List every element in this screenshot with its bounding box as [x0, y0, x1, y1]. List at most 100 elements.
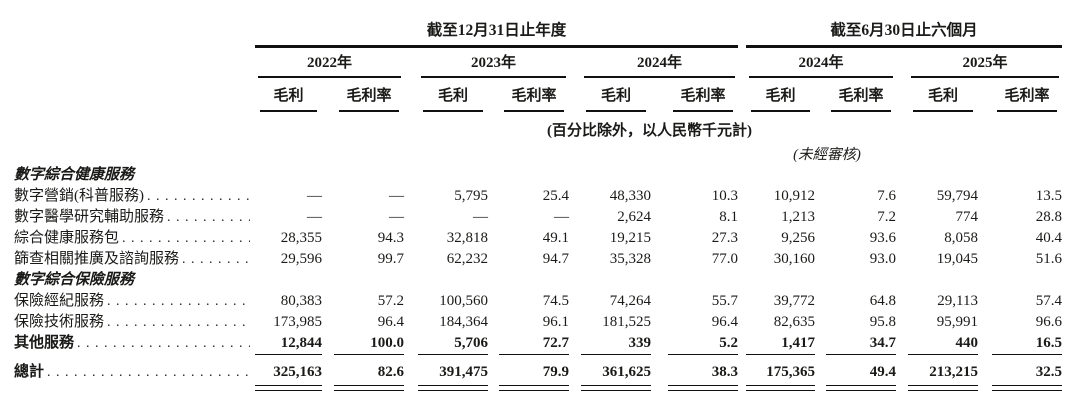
cell: 7.2: [877, 209, 896, 225]
cell: 94.7: [542, 251, 569, 267]
cell: 93.6: [869, 230, 896, 246]
cell: 100,560: [439, 293, 488, 309]
cell: 74.5: [542, 293, 569, 309]
cell: 28,355: [280, 230, 322, 246]
cell: 49.4: [826, 360, 896, 391]
table-row-digital-medical-research: 數字醫學研究輔助服務 — — — — 2,624 8.1 1,213 7.2 7…: [0, 207, 1080, 228]
column-header-gross-profit: 毛利: [913, 78, 973, 112]
cell: 9,256: [781, 230, 815, 246]
cell: 59,794: [936, 188, 978, 204]
row-label: 保險技術服務: [0, 312, 255, 333]
year-header-2024: 2024年: [584, 48, 735, 78]
cell: 30,160: [773, 251, 815, 267]
column-header-gross-profit: 毛利: [586, 78, 646, 112]
cell: —: [307, 209, 322, 225]
cell: 8.1: [719, 209, 738, 225]
cell: —: [473, 209, 488, 225]
cell: 94.3: [377, 230, 404, 246]
cell: 57.4: [1035, 293, 1062, 309]
table-body: 數字綜合健康服務 數字營銷(科普服務) — — 5,795 25.4 48,33…: [0, 165, 1080, 391]
cell: —: [389, 188, 404, 204]
row-label: 總計: [0, 360, 255, 386]
cell: 51.6: [1035, 251, 1062, 267]
cell: 19,215: [609, 230, 651, 246]
period-header-interim: 截至6月30日止六個月: [746, 22, 1062, 48]
column-header-gross-margin: 毛利率: [504, 78, 564, 112]
cell: 5.2: [668, 333, 738, 355]
dot-leader: [77, 333, 250, 354]
row-label: 篩查相關推廣及諮詢服務: [0, 249, 255, 270]
cell: 339: [581, 333, 651, 355]
cell: 5,706: [418, 333, 488, 355]
cell: 325,163: [255, 360, 322, 391]
cell: 28.8: [1035, 209, 1062, 225]
period-header-annual: 截至12月31日止年度: [255, 22, 738, 48]
row-label: 其他服務: [0, 333, 255, 355]
table-row-insurance-technology: 保險技術服務 173,985 96.4 184,364 96.1 181,525…: [0, 312, 1080, 333]
cell: 38.3: [668, 360, 738, 391]
cell: 12,844: [255, 333, 322, 355]
cell: 35,328: [609, 251, 651, 267]
dot-leader: [107, 291, 250, 312]
cell: 34.7: [826, 333, 896, 355]
row-label: 數字醫學研究輔助服務: [0, 207, 255, 228]
cell: 181,525: [602, 314, 651, 330]
cell: 95.8: [869, 314, 896, 330]
cell: 49.1: [542, 230, 569, 246]
table-row-other-services: 其他服務 12,844 100.0 5,706 72.7 339 5.2 1,4…: [0, 333, 1080, 355]
cell: 80,383: [280, 293, 322, 309]
cell: 2,624: [617, 209, 651, 225]
cell: 96.4: [711, 314, 738, 330]
column-header-gross-profit: 毛利: [751, 78, 810, 112]
column-header-gross-profit: 毛利: [423, 78, 483, 112]
section-label: 數字綜合健康服務: [14, 167, 135, 183]
cell: 1,417: [746, 333, 815, 355]
cell: 440: [908, 333, 978, 355]
cell: 99.7: [377, 251, 404, 267]
cell: 74,264: [609, 293, 651, 309]
cell: 100.0: [334, 333, 404, 355]
unaudited-note: (未經審核): [793, 147, 861, 163]
dot-leader: [47, 360, 250, 385]
cell: 55.7: [711, 293, 738, 309]
row-label: 綜合健康服務包: [0, 228, 255, 249]
dot-leader: [122, 228, 250, 249]
dot-leader: [167, 207, 250, 228]
dot-leader: [107, 312, 250, 333]
cell: —: [307, 188, 322, 204]
section-header-row-digital-insurance: 數字綜合保險服務: [0, 270, 1080, 291]
cell: 1,213: [781, 209, 815, 225]
cell: 96.6: [1035, 314, 1062, 330]
cell: 32.5: [992, 360, 1062, 391]
cell: 27.3: [711, 230, 738, 246]
cell: 175,365: [746, 360, 815, 391]
cell: 77.0: [711, 251, 738, 267]
cell: 19,045: [936, 251, 978, 267]
cell: 13.5: [1035, 188, 1062, 204]
column-header-gross-profit: 毛利: [260, 78, 317, 112]
table-row-insurance-brokerage: 保險經紀服務 80,383 57.2 100,560 74.5 74,264 5…: [0, 291, 1080, 312]
cell: 391,475: [418, 360, 488, 391]
year-header-row: 2022年 2023年 2024年 2024年 2025年: [0, 48, 1080, 78]
cell: 62,232: [446, 251, 488, 267]
cell: 173,985: [273, 314, 322, 330]
table-row-screening-promotion: 篩查相關推廣及諮詢服務 29,596 99.7 62,232 94.7 35,3…: [0, 249, 1080, 270]
cell: 7.6: [877, 188, 896, 204]
year-header-2025-interim: 2025年: [911, 48, 1059, 78]
cell: 64.8: [869, 293, 896, 309]
cell: 32,818: [446, 230, 488, 246]
row-label: 保險經紀服務: [0, 291, 255, 312]
cell: 361,625: [581, 360, 651, 391]
cell: 16.5: [992, 333, 1062, 355]
cell: 39,772: [773, 293, 815, 309]
table-row-health-service-package: 綜合健康服務包 28,355 94.3 32,818 49.1 19,215 2…: [0, 228, 1080, 249]
column-header-gross-margin: 毛利率: [339, 78, 399, 112]
cell: 40.4: [1035, 230, 1062, 246]
section-header-row-digital-health: 數字綜合健康服務: [0, 165, 1080, 186]
cell: —: [389, 209, 404, 225]
period-header-row: 截至12月31日止年度 截至6月30日止六個月: [0, 0, 1080, 48]
cell: 8,058: [944, 230, 978, 246]
column-header-gross-margin: 毛利率: [673, 78, 733, 112]
cell: 82.6: [334, 360, 404, 391]
